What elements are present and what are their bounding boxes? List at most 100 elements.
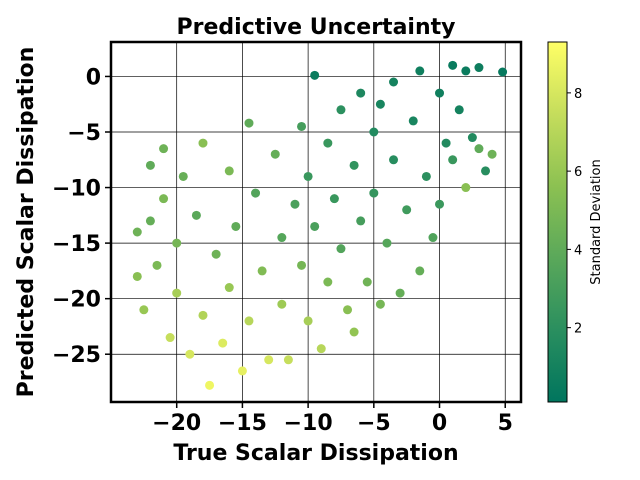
scatter-point [481,166,491,176]
scatter-point [323,138,333,148]
scatter-point [198,310,208,320]
x-tick-label: −10 [284,411,333,436]
scatter-point [152,260,162,270]
x-tick-label: 5 [498,411,513,436]
scatter-point [474,144,484,154]
scatter-point [172,288,182,298]
scatter-point [435,199,445,209]
y-tick-label: −25 [52,343,101,368]
scatter-point [132,271,142,281]
scatter-point [428,233,438,243]
scatter-point [402,205,412,215]
x-tick-label: 0 [432,411,447,436]
x-tick-label: −5 [357,411,391,436]
scatter-point [323,277,333,287]
scatter-point [435,88,445,98]
scatter-point [244,316,254,326]
scatter-point [336,244,346,254]
scatter-point [237,366,247,376]
colorbar-tick-label: 6 [574,165,582,180]
y-axis-label: Predicted Scalar Dissipation [14,47,39,398]
scatter-point [211,249,221,259]
scatter-point [178,171,188,181]
scatter-point [165,333,175,343]
scatter-point [290,199,300,209]
scatter-point [132,227,142,237]
scatter-point [297,121,307,131]
scatter-points [132,60,508,390]
scatter-point [198,138,208,148]
scatter-point [336,105,346,115]
scatter-point [277,233,287,243]
scatter-point [382,238,392,248]
x-axis-ticks: −20 −15 −10 −5 0 5 [152,402,513,436]
scatter-point [159,144,169,154]
scatter-point [487,149,497,159]
scatter-point [375,99,385,109]
scatter-point [395,288,405,298]
scatter-point [421,171,431,181]
scatter-point [362,277,372,287]
scatter-point [303,316,313,326]
scatter-point [349,160,359,170]
y-axis-ticks: 0 −5 −10 −15 −20 −25 [52,65,111,368]
scatter-point [448,60,458,70]
scatter-point [172,238,182,248]
chart-title: Predictive Uncertainty [177,15,456,40]
scatter-point [467,133,477,143]
x-tick-label: −20 [152,411,201,436]
scatter-point [498,67,508,77]
scatter-point [145,216,155,226]
scatter-point [277,299,287,309]
scatter-point [448,155,458,165]
scatter-point [389,77,399,87]
scatter-point [369,188,379,198]
scatter-point [224,283,234,293]
y-tick-label: −15 [52,232,101,257]
scatter-point [270,149,280,159]
scatter-point [375,299,385,309]
x-axis-label: True Scalar Dissipation [173,441,458,466]
scatter-point [408,116,418,126]
scatter-point [474,63,484,73]
scatter-point [454,105,464,115]
plot-frame [109,40,523,404]
scatter-point [191,210,201,220]
y-tick-label: −20 [52,288,101,313]
x-tick-label: −15 [218,411,267,436]
scatter-point [389,155,399,165]
plot-background [111,42,521,402]
grid-lines [111,42,521,402]
y-tick-label: 0 [86,65,101,90]
scatter-point [283,355,293,365]
scatter-point [264,355,274,365]
scatter-point [218,338,228,348]
scatter-point [369,127,379,137]
scatter-point [356,88,366,98]
scatter-point [231,221,241,231]
scatter-point [251,188,261,198]
scatter-point [303,171,313,181]
colorbar-ticks: 2 4 6 8 [567,87,582,337]
scatter-point [343,305,353,315]
colorbar-label: Standard Deviation [589,159,604,284]
scatter-point [159,194,169,204]
scatter-point [145,160,155,170]
scatter-point [356,216,366,226]
scatter-point [310,221,320,231]
scatter-point [224,166,234,176]
scatter-point [139,305,149,315]
scatter-point [310,70,320,80]
scatter-point [205,380,215,390]
y-tick-label: −5 [67,121,101,146]
y-tick-label: −10 [52,177,101,202]
scatter-point [349,327,359,337]
colorbar-tick-label: 8 [574,87,582,102]
scatter-point [297,260,307,270]
colorbar [547,41,568,403]
scatter-point [329,194,339,204]
scatter-point [244,118,254,128]
scatter-point [257,266,267,276]
scatter-point [461,183,471,193]
